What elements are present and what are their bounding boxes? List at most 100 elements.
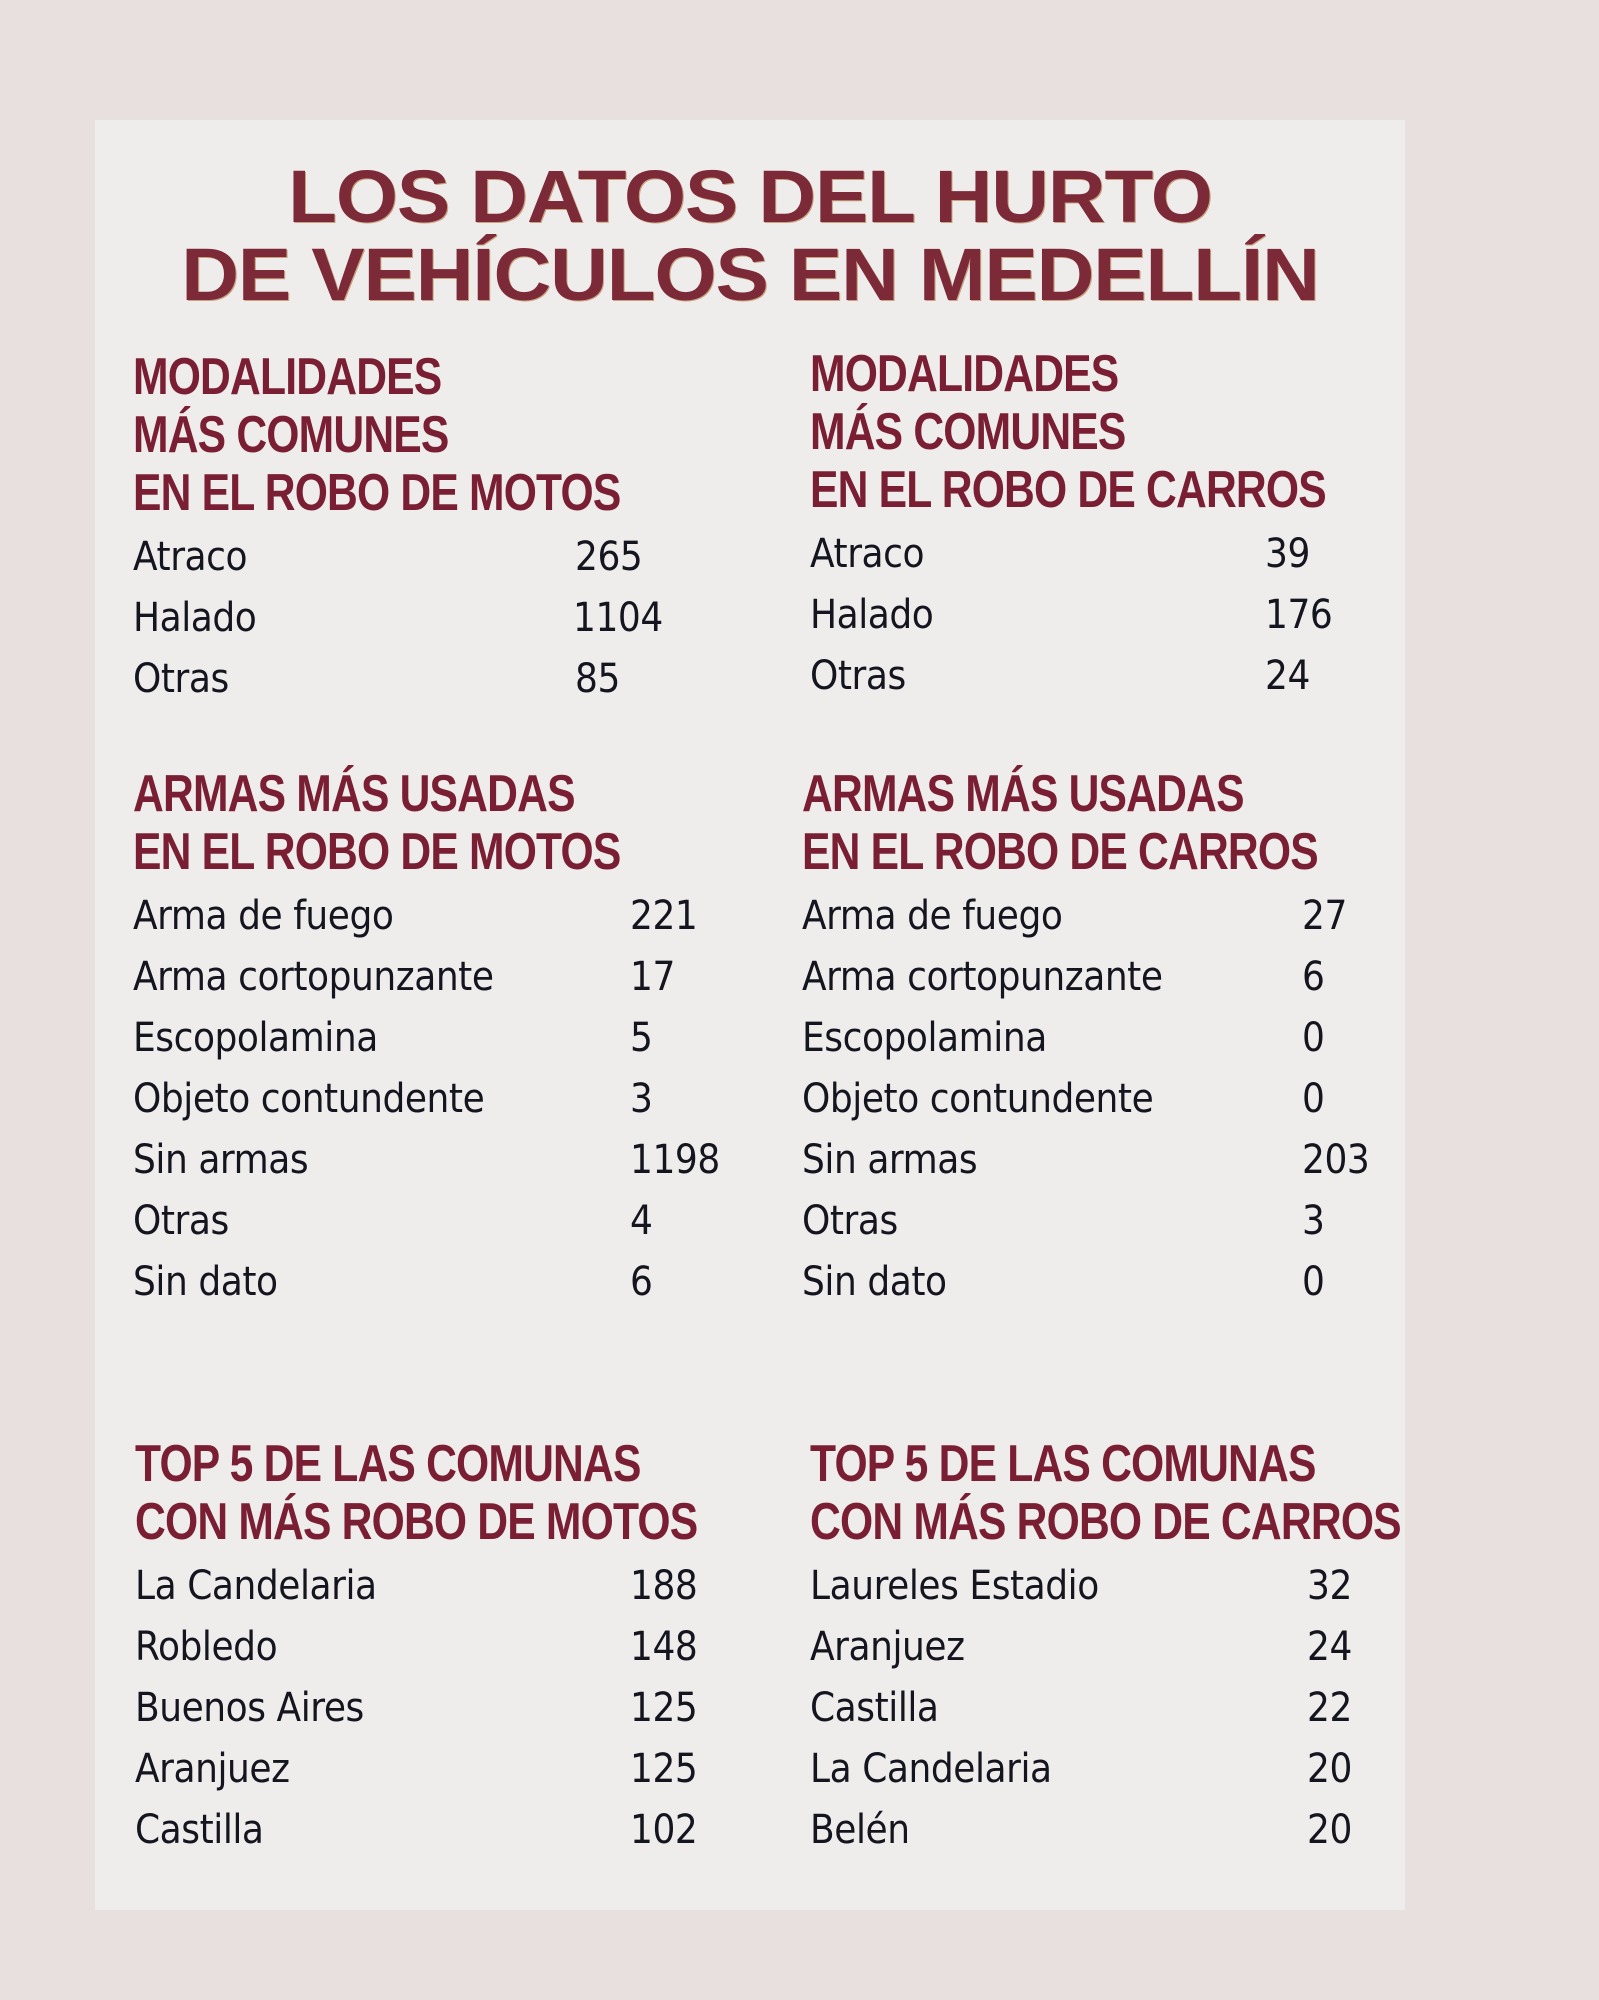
item-value: 176 bbox=[1265, 592, 1333, 638]
item-value: 203 bbox=[1302, 1137, 1370, 1183]
item-value: 0 bbox=[1302, 1076, 1325, 1122]
section-heading: MODALIDADES MÁS COMUNES EN EL ROBO DE CA… bbox=[810, 345, 1327, 519]
item-value: 20 bbox=[1307, 1746, 1352, 1792]
item-label: Escopolamina bbox=[133, 1015, 378, 1061]
item-value: 32 bbox=[1307, 1563, 1352, 1609]
item-value: 221 bbox=[630, 893, 698, 939]
section-heading: TOP 5 DE LAS COMUNAS CON MÁS ROBO DE MOT… bbox=[135, 1435, 698, 1551]
list-item: Otras 3 bbox=[802, 1198, 1412, 1259]
heading-line: EN EL ROBO DE CARROS bbox=[802, 823, 1319, 881]
item-label: Objeto contundente bbox=[133, 1076, 485, 1122]
section-heading: MODALIDADES MÁS COMUNES EN EL ROBO DE MO… bbox=[133, 348, 641, 522]
list-item: La Candelaria 188 bbox=[135, 1563, 775, 1624]
item-label: Otras bbox=[133, 656, 229, 702]
list-item: Objeto contundente 3 bbox=[133, 1076, 753, 1137]
list-item: Objeto contundente 0 bbox=[802, 1076, 1412, 1137]
item-label: Sin armas bbox=[133, 1137, 309, 1183]
section-heading: ARMAS MÁS USADAS EN EL ROBO DE CARROS bbox=[802, 765, 1319, 881]
data-list: Arma de fuego 27 Arma cortopunzante 6 Esco… bbox=[802, 893, 1412, 1320]
list-item: Halado 176 bbox=[810, 592, 1410, 653]
item-label: Atraco bbox=[810, 531, 925, 577]
list-item: Castilla 102 bbox=[135, 1807, 775, 1868]
item-value: 125 bbox=[630, 1685, 698, 1731]
list-item: Sin armas 203 bbox=[802, 1137, 1412, 1198]
item-value: 27 bbox=[1302, 893, 1347, 939]
list-item: Atraco 265 bbox=[133, 534, 753, 595]
heading-line: ARMAS MÁS USADAS bbox=[133, 765, 576, 823]
item-value: 85 bbox=[575, 656, 620, 702]
heading-line: CON MÁS ROBO DE MOTOS bbox=[135, 1493, 698, 1551]
item-label: Sin dato bbox=[802, 1259, 947, 1305]
item-label: Halado bbox=[810, 592, 934, 638]
item-value: 1104 bbox=[573, 595, 663, 641]
list-item: Arma de fuego 221 bbox=[133, 893, 753, 954]
item-value: 0 bbox=[1302, 1015, 1325, 1061]
item-value: 5 bbox=[630, 1015, 653, 1061]
heading-line: MODALIDADES bbox=[810, 345, 1119, 403]
item-label: La Candelaria bbox=[810, 1746, 1052, 1792]
item-label: Aranjuez bbox=[810, 1624, 965, 1670]
item-value: 22 bbox=[1307, 1685, 1352, 1731]
list-item: Robledo 148 bbox=[135, 1624, 775, 1685]
list-item: Otras 4 bbox=[133, 1198, 753, 1259]
list-item: Arma de fuego 27 bbox=[802, 893, 1412, 954]
list-item: Atraco 39 bbox=[810, 531, 1410, 592]
item-label: Sin dato bbox=[133, 1259, 278, 1305]
item-value: 102 bbox=[630, 1807, 698, 1853]
item-label: Halado bbox=[133, 595, 257, 641]
list-item: Laureles Estadio 32 bbox=[810, 1563, 1410, 1624]
list-item: Escopolamina 5 bbox=[133, 1015, 753, 1076]
heading-line: MÁS COMUNES bbox=[810, 403, 1126, 461]
item-label: Buenos Aires bbox=[135, 1685, 364, 1731]
list-item: Arma cortopunzante 17 bbox=[133, 954, 753, 1015]
list-item: Arma cortopunzante 6 bbox=[802, 954, 1412, 1015]
data-list: La Candelaria 188 Robledo 148 Buenos Aires… bbox=[135, 1563, 775, 1868]
data-list: Laureles Estadio 32 Aranjuez 24 Castilla 22… bbox=[810, 1563, 1410, 1868]
title-line-2: DE VEHÍCULOS EN MEDELLÍN bbox=[181, 233, 1320, 316]
list-item: Sin dato 6 bbox=[133, 1259, 753, 1320]
section-modalidades-motos: MODALIDADES MÁS COMUNES EN EL ROBO DE MO… bbox=[133, 348, 753, 717]
item-label: Otras bbox=[810, 653, 906, 699]
heading-line: EN EL ROBO DE MOTOS bbox=[133, 823, 621, 881]
heading-line: MÁS COMUNES bbox=[133, 406, 449, 464]
item-label: La Candelaria bbox=[135, 1563, 377, 1609]
heading-line: ARMAS MÁS USADAS bbox=[802, 765, 1245, 823]
list-item: La Candelaria 20 bbox=[810, 1746, 1410, 1807]
item-label: Robledo bbox=[135, 1624, 278, 1670]
item-label: Aranjuez bbox=[135, 1746, 290, 1792]
item-value: 39 bbox=[1265, 531, 1310, 577]
item-value: 4 bbox=[630, 1198, 653, 1244]
section-comunas-carros: TOP 5 DE LAS COMUNAS CON MÁS ROBO DE CAR… bbox=[810, 1435, 1410, 1868]
item-label: Castilla bbox=[810, 1685, 939, 1731]
section-armas-carros: ARMAS MÁS USADAS EN EL ROBO DE CARROS Ar… bbox=[802, 765, 1412, 1320]
data-list: Atraco 265 Halado 1104 Otras 85 bbox=[133, 534, 753, 717]
infographic-card: LOS DATOS DEL HURTO DE VEHÍCULOS EN MEDE… bbox=[95, 120, 1405, 1910]
item-value: 24 bbox=[1307, 1624, 1352, 1670]
item-label: Arma de fuego bbox=[133, 893, 394, 939]
item-value: 125 bbox=[630, 1746, 698, 1792]
title-line-1: LOS DATOS DEL HURTO bbox=[288, 155, 1213, 238]
item-value: 20 bbox=[1307, 1807, 1352, 1853]
heading-line: CON MÁS ROBO DE CARROS bbox=[810, 1493, 1402, 1551]
list-item: Sin dato 0 bbox=[802, 1259, 1412, 1320]
item-value: 188 bbox=[630, 1563, 698, 1609]
item-value: 17 bbox=[630, 954, 675, 1000]
data-list: Atraco 39 Halado 176 Otras 24 bbox=[810, 531, 1410, 714]
heading-line: EN EL ROBO DE CARROS bbox=[810, 461, 1327, 519]
item-value: 1198 bbox=[630, 1137, 720, 1183]
list-item: Castilla 22 bbox=[810, 1685, 1410, 1746]
section-modalidades-carros: MODALIDADES MÁS COMUNES EN EL ROBO DE CA… bbox=[810, 345, 1410, 714]
section-armas-motos: ARMAS MÁS USADAS EN EL ROBO DE MOTOS Arm… bbox=[133, 765, 753, 1320]
heading-line: TOP 5 DE LAS COMUNAS bbox=[810, 1435, 1316, 1493]
list-item: Otras 24 bbox=[810, 653, 1410, 714]
heading-line: MODALIDADES bbox=[133, 348, 442, 406]
item-value: 6 bbox=[1302, 954, 1325, 1000]
item-label: Castilla bbox=[135, 1807, 264, 1853]
item-label: Arma cortopunzante bbox=[133, 954, 494, 1000]
item-label: Objeto contundente bbox=[802, 1076, 1154, 1122]
item-label: Otras bbox=[802, 1198, 898, 1244]
item-value: 6 bbox=[630, 1259, 653, 1305]
list-item: Buenos Aires 125 bbox=[135, 1685, 775, 1746]
list-item: Sin armas 1198 bbox=[133, 1137, 753, 1198]
heading-line: TOP 5 DE LAS COMUNAS bbox=[135, 1435, 641, 1493]
